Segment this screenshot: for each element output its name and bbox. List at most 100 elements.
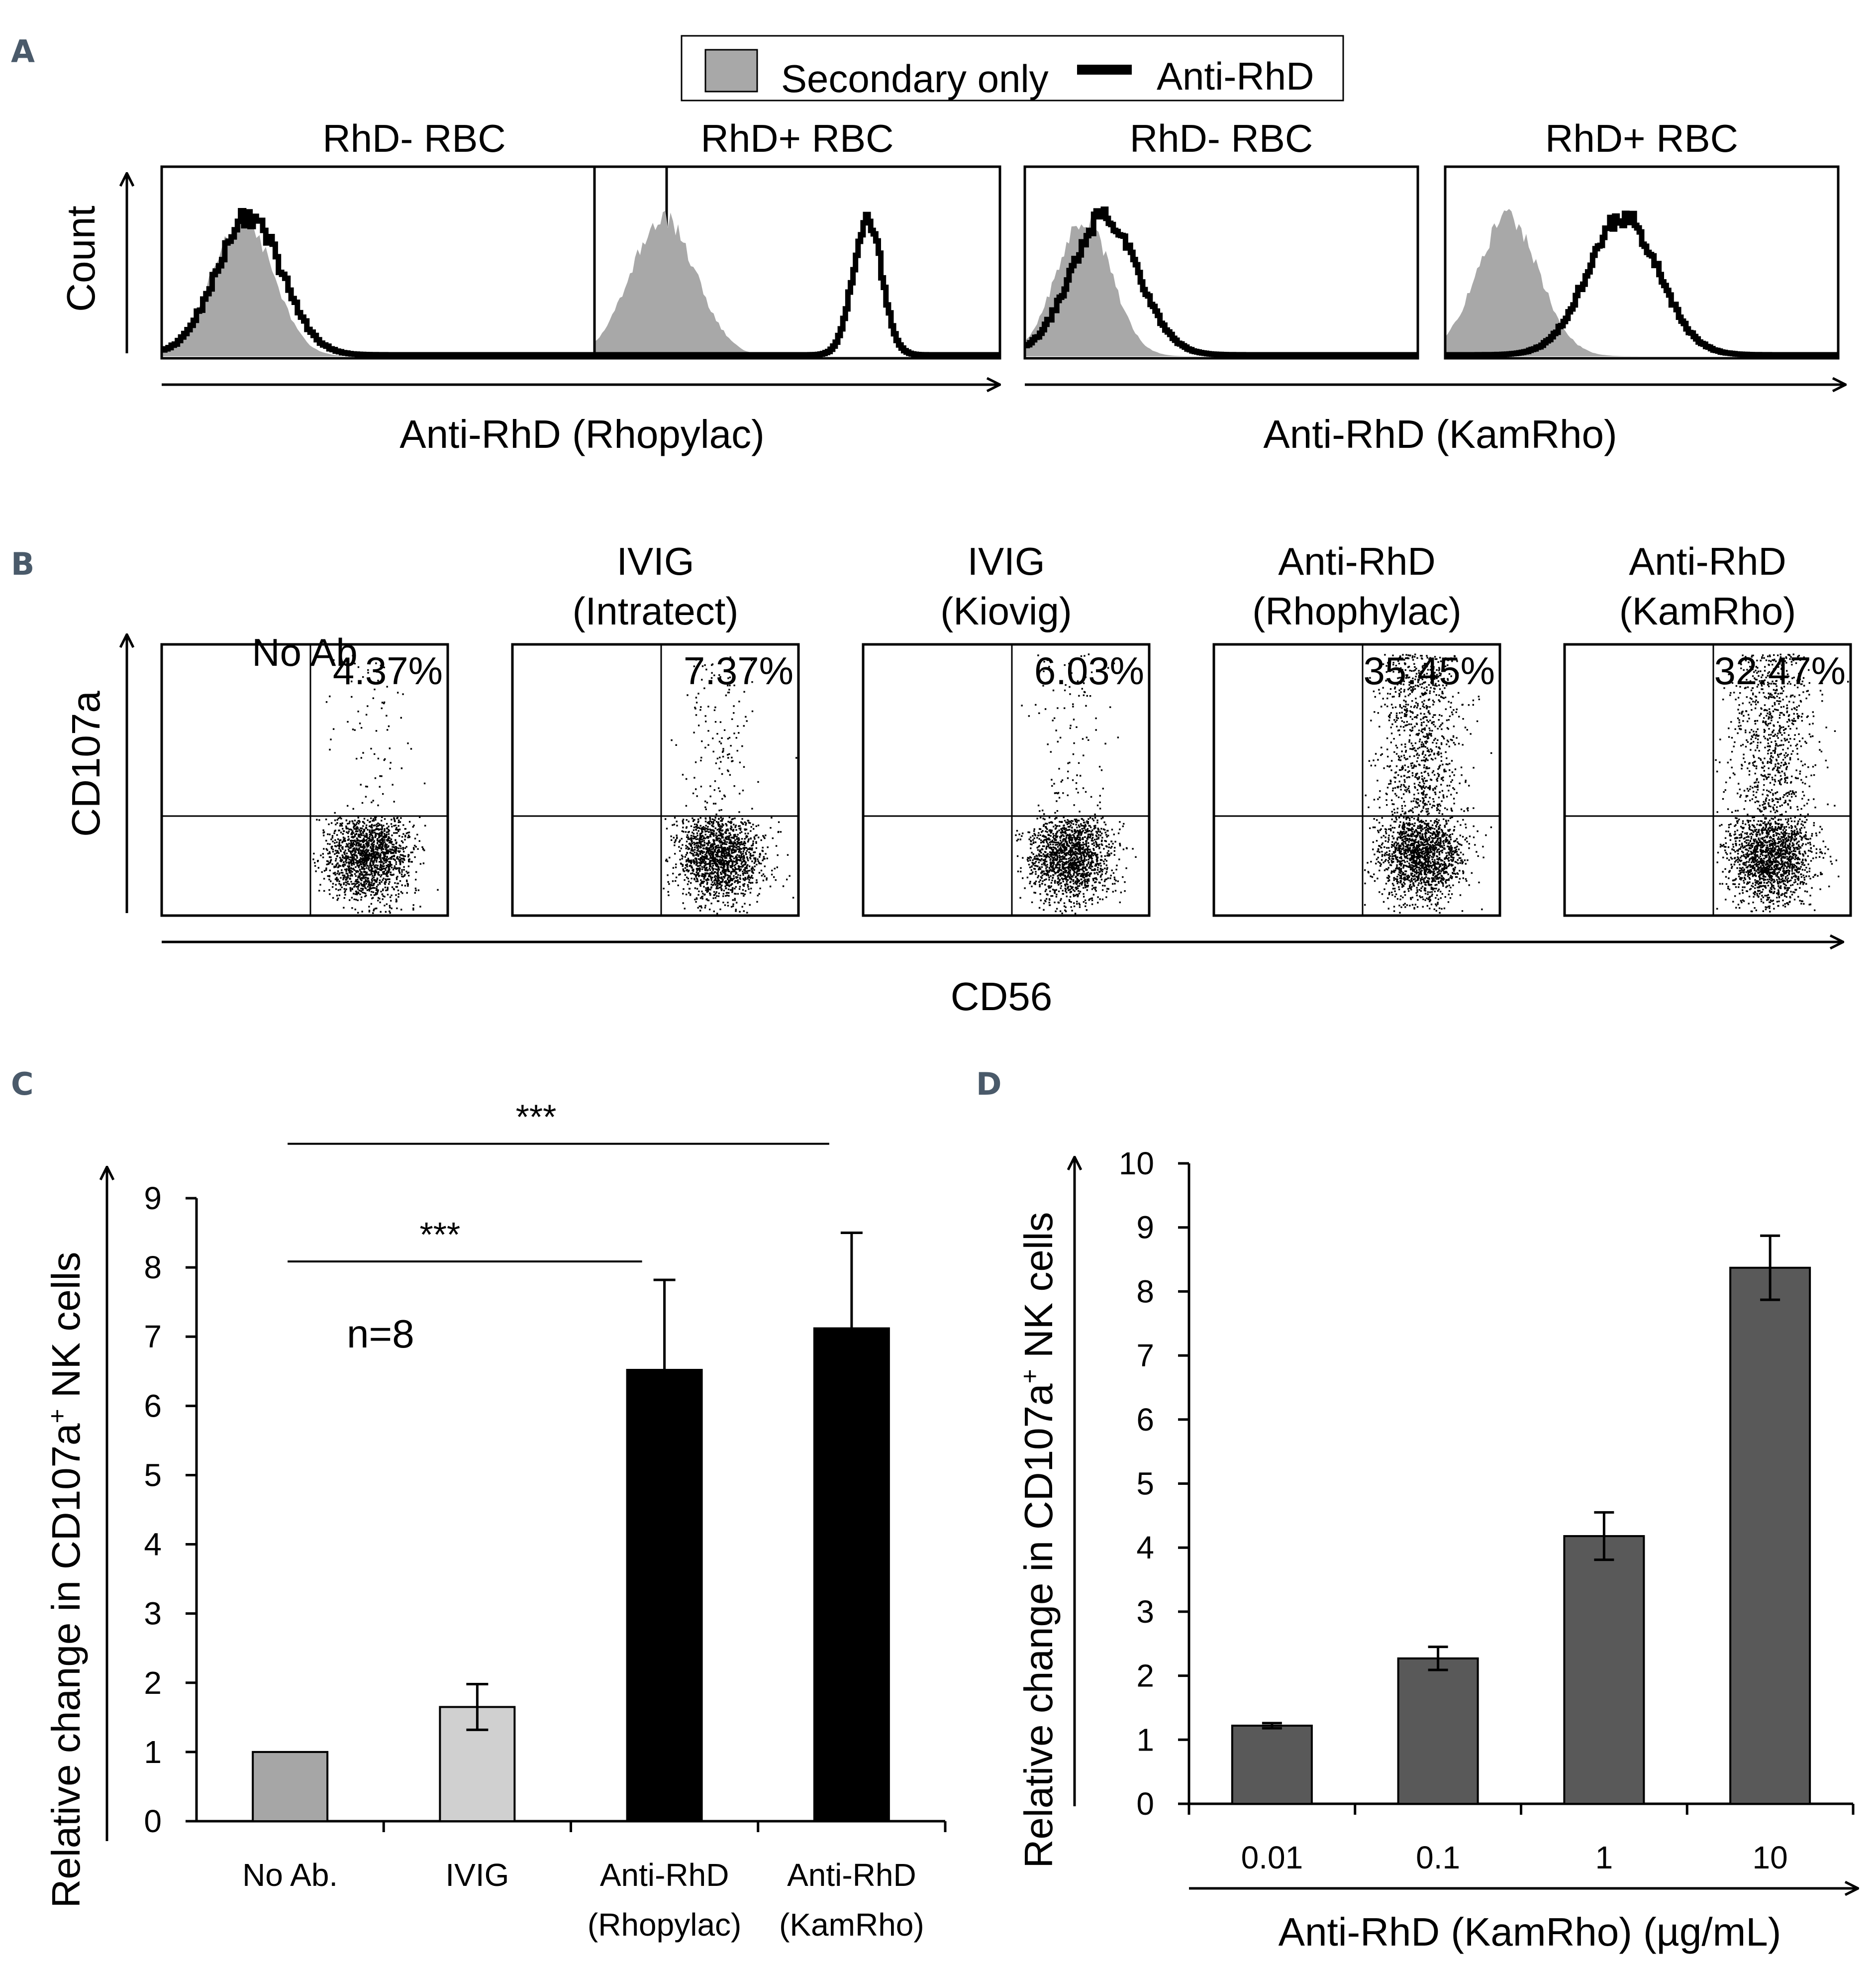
cd56-label: CD56 <box>951 974 1053 1019</box>
histogram-title: RhD+ RBC <box>701 116 894 160</box>
c-y-tick-label: 7 <box>144 1319 162 1354</box>
secondary-only-histogram <box>1445 208 1838 356</box>
scatter-title-line: (Intratect) <box>573 589 739 633</box>
scatter-title-line: Anti-RhD <box>1629 539 1786 583</box>
event-dots <box>1015 653 1137 915</box>
scatter-frame <box>1212 643 1501 917</box>
event-dots <box>1364 653 1492 914</box>
scatter-plot-3: IVIG (Kiovig) 6.03% <box>862 539 1151 917</box>
d-y-tick-label: 0 <box>1136 1786 1154 1822</box>
c-category-label-line2: (KamRho) <box>779 1907 924 1943</box>
d-y-label: Relative change in CD107a+ NK cells <box>1016 1212 1061 1868</box>
c-category-label-line2: (Rhopylac) <box>588 1907 741 1943</box>
histogram-frame <box>1023 165 1419 360</box>
event-dots <box>312 655 439 914</box>
scatter-frame <box>160 643 449 917</box>
d-bar <box>1397 1657 1479 1805</box>
d-category-label: 10 <box>1753 1840 1788 1875</box>
legend-label-secondary: Secondary only <box>781 57 1049 101</box>
scatter-plot-1: No Ab4.37% <box>160 630 449 917</box>
histogram-frame <box>1444 165 1840 360</box>
d-bar <box>1563 1535 1645 1805</box>
significance-stars: *** <box>420 1215 461 1254</box>
anti-rhd-histogram <box>162 208 667 358</box>
histogram-title: RhD- RBC <box>1130 116 1313 160</box>
d-y-tick-label: 5 <box>1136 1466 1154 1502</box>
d-y-tick-label: 4 <box>1136 1530 1154 1565</box>
d-x-label: Anti-RhD (KamRho) (µg/mL) <box>1279 1910 1781 1954</box>
d-y-tick-label: 8 <box>1136 1273 1154 1309</box>
c-category-label: Anti-RhD <box>600 1857 729 1893</box>
upper-quadrant-percent: 4.37% <box>333 649 443 693</box>
secondary-only-histogram <box>1025 216 1418 356</box>
anti-rhd-histogram <box>594 211 1000 358</box>
d-category-label: 0.01 <box>1241 1840 1303 1875</box>
histogram-2-2: RhD+ RBC <box>1444 116 1840 360</box>
d-y-tick-label: 9 <box>1136 1210 1154 1245</box>
scatter-plot-2: IVIG (Intratect) 7.37% <box>511 539 800 917</box>
panel-a: Secondary only Anti-RhD Count RhD- RBC Rh… <box>59 35 1846 456</box>
c-y-tick-label: 5 <box>144 1457 162 1493</box>
panel-label-d: D <box>976 1066 1001 1102</box>
scatter-title-line: (KamRho) <box>1619 589 1796 633</box>
significance-stars: *** <box>516 1098 557 1137</box>
panel-label-a: A <box>11 33 35 70</box>
c-y-tick-label: 4 <box>144 1527 162 1562</box>
x-label-kamrho: Anti-RhD (KamRho) <box>1263 412 1617 456</box>
event-dots <box>663 656 797 915</box>
scatter-title-line: (Rhophylac) <box>1252 589 1462 633</box>
legend-label-anti-rhd: Anti-RhD <box>1157 54 1314 98</box>
histogram-1-1: RhD- RBC <box>160 116 668 360</box>
cd107a-label: CD107a <box>64 691 108 837</box>
legend-box <box>681 35 1344 102</box>
histogram-1-2: RhD+ RBC <box>593 116 1001 360</box>
anti-rhd-histogram <box>1024 207 1418 358</box>
d-y-tick-label: 2 <box>1136 1658 1154 1694</box>
c-y-tick-label: 8 <box>144 1249 162 1285</box>
c-y-label: Relative change in CD107a+ NK cells <box>43 1252 88 1908</box>
scatter-title-line: IVIG <box>616 539 694 583</box>
c-category-label: IVIG <box>445 1857 509 1893</box>
x-label-rhopylac: Anti-RhD (Rhopylac) <box>399 412 765 456</box>
c-y-tick-label: 0 <box>144 1803 162 1839</box>
histogram-2-1: RhD- RBC <box>1023 116 1419 360</box>
c-bar <box>813 1327 890 1822</box>
anti-rhd-histogram <box>1445 210 1838 358</box>
panel-d: Relative change in CD107a+ NK cells 0 1 2 3… <box>1016 1145 1858 1954</box>
d-y-tick-label: 10 <box>1119 1145 1154 1181</box>
count-label: Count <box>59 206 103 311</box>
upper-quadrant-percent: 7.37% <box>684 649 793 693</box>
panel-c: Relative change in CD107a+ NK cells 0 1 2 3… <box>43 1098 947 1943</box>
c-y-tick-label: 1 <box>144 1734 162 1770</box>
histogram-title: RhD- RBC <box>322 116 505 160</box>
d-y-tick-label: 6 <box>1136 1402 1154 1438</box>
panel-label-c: C <box>11 1066 34 1102</box>
scatter-title-line: Anti-RhD <box>1278 539 1435 583</box>
scatter-title-line: IVIG <box>967 539 1045 583</box>
scatter-title-line: (Kiovig) <box>940 589 1072 633</box>
c-category-label: Anti-RhD <box>787 1857 916 1893</box>
c-y-tick-label: 9 <box>144 1180 162 1216</box>
c-y-tick-label: 3 <box>144 1596 162 1632</box>
histogram-title: RhD+ RBC <box>1545 116 1738 160</box>
c-bar <box>252 1751 329 1823</box>
upper-quadrant-percent: 6.03% <box>1034 649 1144 693</box>
panel-b: CD107a No Ab4.37%IVIG(Intratect)7.37%IVI… <box>64 539 1852 1019</box>
upper-quadrant-percent: 32.47% <box>1714 649 1846 693</box>
d-bar <box>1231 1724 1313 1805</box>
legend-swatch-secondary <box>704 49 758 93</box>
c-y-tick-label: 6 <box>144 1388 162 1424</box>
d-bar <box>1729 1266 1811 1805</box>
panel-label-b: B <box>11 546 34 582</box>
d-category-label: 0.1 <box>1416 1840 1460 1875</box>
scatter-frame <box>862 643 1151 917</box>
histogram-frame <box>593 165 1001 360</box>
c-bar <box>626 1368 703 1823</box>
secondary-only-histogram <box>162 214 667 356</box>
scatter-frame <box>1563 643 1852 917</box>
upper-quadrant-percent: 35.45% <box>1363 649 1495 693</box>
d-category-label: 1 <box>1595 1840 1613 1875</box>
scatter-title-line: No Ab <box>252 630 357 674</box>
d-y-tick-label: 1 <box>1136 1722 1154 1758</box>
